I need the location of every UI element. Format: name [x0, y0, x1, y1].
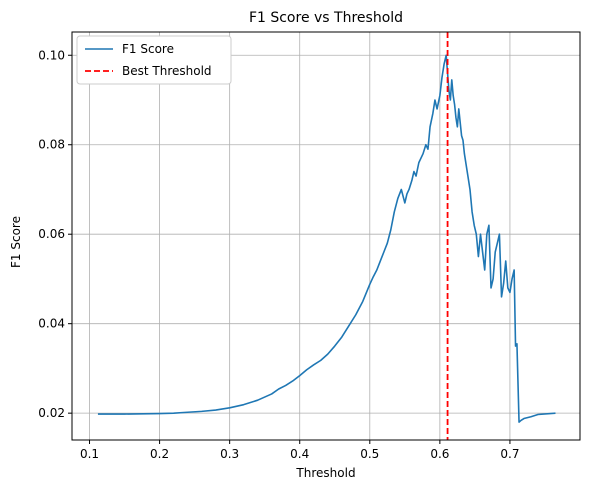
x-tick-label: 0.1 — [80, 447, 99, 461]
legend-label-f1-score: F1 Score — [122, 42, 174, 56]
y-tick-label: 0.04 — [38, 317, 65, 331]
x-tick-label: 0.2 — [150, 447, 169, 461]
x-axis-label: Threshold — [295, 466, 355, 480]
axes-frame — [71, 31, 581, 441]
x-tick-label: 0.3 — [220, 447, 239, 461]
x-tick-label: 0.4 — [290, 447, 309, 461]
y-tick-label: 0.02 — [38, 406, 65, 420]
x-tick-label: 0.5 — [360, 447, 379, 461]
legend-box — [76, 35, 232, 85]
chart-title: F1 Score vs Threshold — [249, 10, 403, 26]
x-tick-label: 0.6 — [430, 447, 449, 461]
plot-area — [97, 32, 556, 440]
x-tick-label: 0.7 — [500, 447, 519, 461]
legend-label-best-threshold: Best Threshold — [122, 64, 212, 78]
y-tick-label: 0.08 — [38, 138, 65, 152]
y-tick-label: 0.10 — [38, 48, 65, 62]
y-tick-label: 0.06 — [38, 227, 65, 241]
axis-ticks: 0.1 0.2 0.3 0.4 0.5 0.6 0.7 0.02 0.04 0.06 0.08 0.1… — [38, 48, 519, 461]
f1-score-line — [97, 54, 556, 423]
legend: F1 Score Best Threshold — [76, 35, 232, 85]
y-axis-label: F1 Score — [9, 216, 23, 268]
